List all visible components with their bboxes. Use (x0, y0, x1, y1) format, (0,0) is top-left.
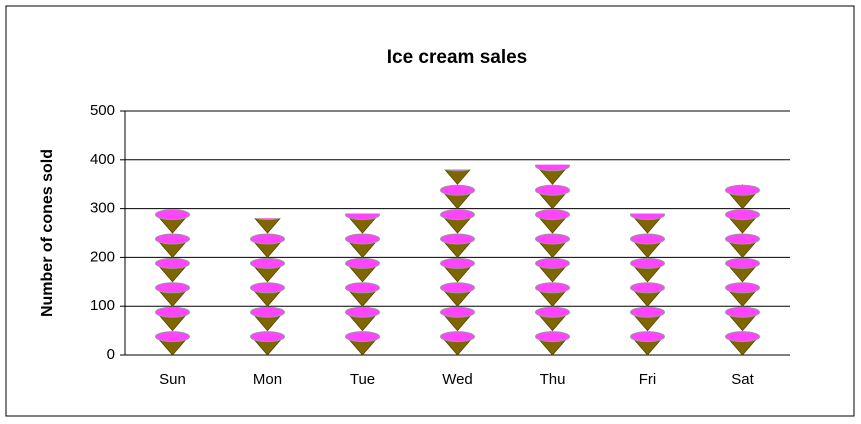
bar (535, 164, 570, 355)
chart-title: Ice cream sales (387, 47, 528, 68)
chart-border (5, 5, 855, 417)
y-axis-label: Number of cones sold (39, 149, 56, 317)
bar (440, 169, 475, 355)
x-tick-label: Thu (540, 371, 566, 388)
x-tick-label: Sun (159, 371, 186, 388)
bar (155, 208, 190, 355)
bar (250, 218, 285, 355)
y-tick-label: 0 (107, 346, 115, 363)
x-tick-label: Fri (639, 371, 657, 388)
bar (345, 213, 380, 355)
x-tick-label: Tue (350, 371, 375, 388)
x-tick-label: Wed (442, 371, 473, 388)
bar (630, 213, 665, 355)
y-tick-label: 300 (90, 200, 115, 217)
y-tick-label: 200 (90, 248, 115, 265)
bar (725, 184, 760, 355)
y-tick-label: 500 (90, 102, 115, 119)
y-tick-label: 100 (90, 297, 115, 314)
y-tick-label: 400 (90, 151, 115, 168)
x-tick-label: Sat (731, 371, 754, 388)
x-tick-label: Mon (253, 371, 282, 388)
